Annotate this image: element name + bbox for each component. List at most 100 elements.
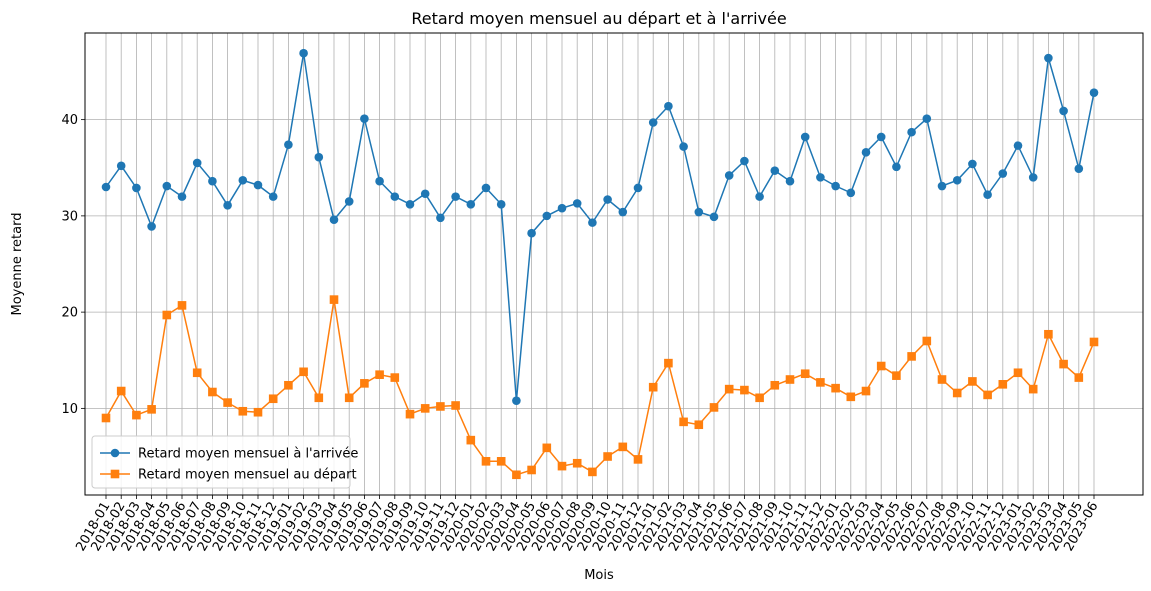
data-point (390, 373, 400, 382)
data-point (192, 158, 202, 168)
data-point (1028, 173, 1038, 182)
series-1 (101, 48, 1099, 405)
data-point (937, 375, 947, 384)
data-point (314, 152, 324, 162)
data-point (557, 461, 567, 471)
data-point (922, 336, 932, 346)
legend-item: Retard moyen mensuel au départ (100, 468, 357, 483)
data-point (512, 470, 521, 480)
data-point (420, 404, 430, 413)
x-axis: 2018-012018-022018-032018-042018-052018-… (73, 495, 1101, 554)
data-point (329, 295, 339, 304)
data-point (162, 181, 172, 191)
data-point (512, 396, 521, 405)
data-point (633, 455, 643, 464)
data-point (937, 181, 947, 191)
data-point (527, 465, 536, 475)
y-tick-label: 30 (61, 209, 78, 224)
data-point (755, 393, 764, 403)
data-point (740, 156, 749, 166)
data-point (588, 218, 597, 227)
data-point (253, 180, 263, 190)
data-point (876, 132, 886, 142)
data-point (101, 182, 111, 192)
data-point (846, 392, 856, 402)
data-point (846, 188, 856, 198)
data-point (344, 393, 354, 403)
data-point (1089, 337, 1099, 347)
data-point (253, 407, 263, 417)
data-point (983, 190, 992, 199)
data-point (496, 457, 506, 466)
data-point (1059, 359, 1068, 369)
legend-marker (110, 448, 120, 458)
data-point (481, 457, 491, 466)
data-point (922, 114, 932, 123)
data-point (648, 382, 658, 392)
data-point (1089, 88, 1099, 97)
data-point (147, 405, 156, 414)
y-axis: 10 20 30 40 (61, 113, 85, 417)
data-point (542, 211, 552, 221)
data-point (861, 386, 871, 396)
data-point (466, 435, 476, 445)
data-point (420, 189, 430, 199)
data-point (132, 183, 141, 193)
data-point (1028, 384, 1038, 394)
data-point (998, 380, 1008, 389)
data-point (952, 175, 962, 185)
data-point (375, 176, 384, 186)
data-point (208, 387, 217, 397)
data-point (436, 402, 445, 411)
y-tick-label: 20 (61, 306, 78, 321)
data-point (968, 377, 977, 386)
data-point (268, 394, 278, 404)
data-point (1074, 164, 1084, 174)
data-point (116, 161, 126, 171)
series-line (105, 53, 1095, 401)
data-point (557, 203, 567, 213)
data-point (132, 410, 141, 420)
data-point (375, 370, 384, 379)
data-point (770, 380, 780, 390)
data-point (238, 406, 248, 416)
data-point (223, 200, 232, 210)
data-point (633, 183, 643, 193)
data-point (709, 212, 719, 222)
data-point (709, 403, 719, 412)
data-point (679, 417, 688, 427)
legend-box (91, 435, 351, 489)
data-point (223, 398, 232, 407)
data-point (892, 162, 901, 172)
data-point (983, 390, 992, 400)
data-point (603, 195, 612, 204)
legend-item: Retard moyen mensuel à l'arrivée (100, 447, 358, 462)
data-point (299, 367, 308, 377)
data-point (755, 192, 764, 201)
data-point (816, 378, 825, 387)
data-point (664, 358, 673, 368)
data-point (147, 222, 156, 231)
legend-label: Retard moyen mensuel à l'arrivée (138, 447, 358, 462)
data-point (876, 361, 886, 371)
data-point (603, 452, 612, 461)
data-point (800, 369, 810, 379)
data-point (724, 384, 734, 394)
data-point (436, 213, 445, 223)
data-point (451, 401, 460, 410)
plot-frame (84, 32, 1144, 496)
legend-marker (110, 469, 120, 479)
data-point (527, 228, 536, 238)
data-point (679, 142, 688, 151)
y-tick-label: 10 (61, 402, 78, 417)
y-axis-label: Moyenne retard (10, 213, 25, 316)
data-point (740, 385, 749, 395)
data-point (861, 148, 871, 157)
data-point (314, 393, 324, 403)
x-axis-label: Mois (584, 568, 614, 583)
data-point (968, 159, 977, 169)
data-point (770, 166, 780, 175)
y-tick-label: 40 (61, 113, 78, 128)
data-point (360, 114, 369, 123)
